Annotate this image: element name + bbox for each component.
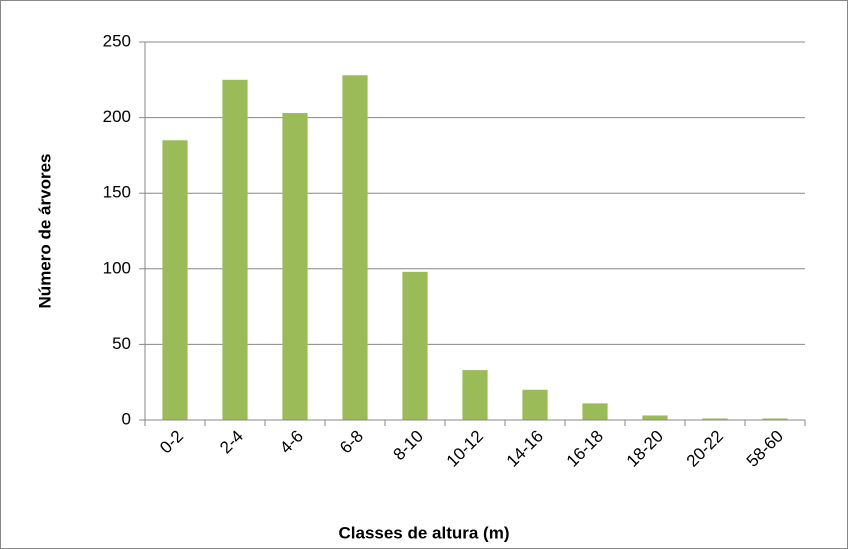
bar bbox=[162, 140, 188, 420]
y-axis-title: Número de árvores bbox=[35, 154, 54, 309]
y-tick-label: 100 bbox=[103, 258, 131, 277]
y-tick-label: 250 bbox=[103, 31, 131, 50]
y-tick-label: 150 bbox=[103, 183, 131, 202]
bar bbox=[582, 403, 608, 420]
bar bbox=[462, 370, 488, 420]
bar bbox=[222, 79, 248, 421]
bar bbox=[522, 389, 548, 420]
bar bbox=[762, 418, 788, 420]
y-tick-label: 200 bbox=[103, 107, 131, 126]
y-tick-label: 50 bbox=[112, 334, 131, 353]
bar bbox=[282, 113, 308, 421]
bar bbox=[702, 418, 728, 420]
x-axis-title: Classes de altura (m) bbox=[338, 523, 509, 542]
bar bbox=[342, 75, 368, 420]
y-tick-label: 0 bbox=[122, 409, 131, 428]
bar bbox=[402, 271, 428, 420]
bar bbox=[642, 415, 668, 420]
